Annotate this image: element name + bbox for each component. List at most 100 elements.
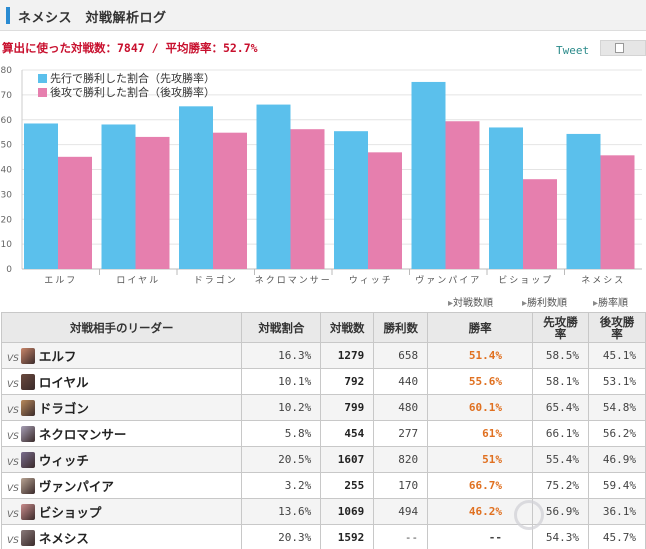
winrate-cell: -- bbox=[427, 524, 534, 549]
winrate-cell: 51.4% bbox=[427, 342, 534, 369]
table-row: VS エルフ 16.3% 1279 658 51.4% 58.5% 45.1% bbox=[0, 342, 646, 369]
sort-by-wins-link[interactable]: ▸勝利数順 bbox=[522, 298, 568, 309]
header-first-winrate: 先攻勝率 bbox=[532, 312, 589, 343]
vs-label: VS bbox=[7, 484, 19, 494]
y-tick-label: 40 bbox=[1, 166, 13, 176]
battles-cell: 1592 bbox=[320, 524, 375, 549]
ratio-cell: 13.6% bbox=[241, 498, 322, 525]
sort-by-battles-link[interactable]: ▸対戦数順 bbox=[448, 298, 494, 309]
leader-cell: VS ウィッチ bbox=[0, 446, 243, 473]
x-tick-label: ネクロマンサー bbox=[255, 275, 332, 286]
battles-cell: 1279 bbox=[320, 342, 375, 369]
first-winrate-cell: 75.2% bbox=[532, 472, 589, 499]
y-tick-label: 50 bbox=[1, 141, 13, 151]
leader-avatar-icon bbox=[20, 348, 35, 364]
first-winrate-cell: 54.3% bbox=[532, 524, 589, 549]
leader-avatar-icon bbox=[20, 426, 35, 442]
wins-cell: 480 bbox=[373, 394, 429, 421]
leader-avatar-icon bbox=[20, 452, 35, 468]
header-ratio: 対戦割合 bbox=[241, 312, 322, 343]
winrate-cell: 55.6% bbox=[427, 368, 534, 395]
header-battles: 対戦数 bbox=[320, 312, 375, 343]
sort-by-winrate-link[interactable]: ▸勝率順 bbox=[593, 298, 629, 309]
x-tick-label: エルフ bbox=[44, 276, 77, 286]
bar-second bbox=[135, 136, 170, 269]
second-winrate-cell: 54.8% bbox=[588, 394, 646, 421]
battles-cell: 255 bbox=[320, 472, 375, 499]
vs-label: VS bbox=[7, 380, 19, 390]
leader-name: ビショップ bbox=[38, 505, 102, 520]
bar-second bbox=[600, 155, 635, 269]
bar-first bbox=[256, 104, 291, 269]
bar-first bbox=[566, 133, 601, 269]
page-title: ネメシス 対戦解析ログ bbox=[18, 11, 167, 26]
wins-cell: 440 bbox=[373, 368, 429, 395]
leader-cell: VS エルフ bbox=[0, 342, 243, 369]
bar-second bbox=[445, 121, 480, 270]
legend-label: 先行で勝利した割合（先攻勝率） bbox=[50, 71, 215, 85]
summary-text: 算出に使った対戦数：7847 / 平均勝率：52.7% bbox=[2, 41, 258, 55]
legend-label: 後攻で勝利した割合（後攻勝率） bbox=[50, 85, 215, 99]
leader-name: ウィッチ bbox=[38, 453, 89, 468]
bar-second bbox=[368, 152, 402, 269]
bar-first bbox=[334, 131, 368, 269]
winrate-cell: 66.7% bbox=[427, 472, 534, 499]
x-tick-label: ウィッチ bbox=[349, 275, 393, 286]
wins-cell: 170 bbox=[373, 472, 429, 499]
y-tick-label: 0 bbox=[6, 265, 12, 275]
page-header: ネメシス 対戦解析ログ bbox=[0, 0, 646, 31]
bar-second bbox=[213, 132, 247, 269]
header-wins: 勝利数 bbox=[373, 312, 429, 343]
leader-name: エルフ bbox=[38, 349, 77, 364]
leader-cell: VS ヴァンパイア bbox=[0, 472, 243, 499]
second-winrate-cell: 56.2% bbox=[588, 420, 646, 447]
tweet-link[interactable]: Tweet bbox=[556, 44, 590, 57]
wins-cell: 277 bbox=[373, 420, 429, 447]
table-row: VS ウィッチ 20.5% 1607 820 51% 55.4% 46.9% bbox=[0, 446, 646, 473]
y-tick-label: 80 bbox=[1, 66, 13, 76]
bar-second bbox=[523, 179, 557, 269]
bar-second bbox=[290, 129, 325, 269]
winrate-bar-chart: 0 10 20 30 40 50 60 70 80 エルフ ロイヤル ドラゴン ネクロマンサー ウィッチ ヴ… bbox=[1, 66, 642, 286]
table-row: VS ネクロマンサー 5.8% 454 277 61% 66.1% 56.2% bbox=[0, 420, 646, 447]
table-row: VS ドラゴン 10.2% 799 480 60.1% 65.4% 54.8% bbox=[0, 394, 646, 421]
first-winrate-cell: 66.1% bbox=[532, 420, 589, 447]
x-tick-label: ビショップ bbox=[498, 275, 553, 286]
leader-cell: VS ロイヤル bbox=[0, 368, 243, 395]
second-winrate-cell: 46.9% bbox=[588, 446, 646, 473]
first-winrate-cell: 65.4% bbox=[532, 394, 589, 421]
vs-label: VS bbox=[7, 510, 19, 520]
y-tick-label: 10 bbox=[1, 240, 13, 250]
ratio-cell: 20.5% bbox=[241, 446, 322, 473]
document-icon bbox=[615, 43, 624, 53]
wins-cell: 820 bbox=[373, 446, 429, 473]
leader-avatar-icon bbox=[20, 504, 35, 520]
bar-second bbox=[58, 156, 92, 269]
triangle-right-icon: ▸ bbox=[448, 298, 454, 309]
leader-cell: VS ネメシス bbox=[0, 524, 243, 549]
wins-cell: 658 bbox=[373, 342, 429, 369]
y-tick-label: 60 bbox=[1, 116, 13, 126]
second-winrate-cell: 59.4% bbox=[588, 472, 646, 499]
ratio-cell: 10.1% bbox=[241, 368, 322, 395]
leader-avatar-icon bbox=[20, 400, 35, 416]
winrate-cell: 51% bbox=[427, 446, 534, 473]
leader-avatar-icon bbox=[20, 530, 35, 546]
x-tick-label: ネメシス bbox=[581, 275, 625, 286]
first-winrate-cell: 56.9% bbox=[532, 498, 589, 525]
vs-label: VS bbox=[7, 536, 19, 546]
bar-first bbox=[179, 106, 213, 269]
table-row: VS ビショップ 13.6% 1069 494 46.2% 56.9% 36.1% bbox=[0, 498, 646, 525]
y-tick-label: 70 bbox=[1, 91, 13, 101]
battles-cell: 792 bbox=[320, 368, 375, 395]
share-button[interactable] bbox=[600, 40, 646, 56]
first-winrate-cell: 58.1% bbox=[532, 368, 589, 395]
leader-name: ヴァンパイア bbox=[38, 479, 114, 494]
y-tick-label: 30 bbox=[1, 190, 13, 200]
vs-label: VS bbox=[7, 406, 19, 416]
table-row: VS ヴァンパイア 3.2% 255 170 66.7% 75.2% 59.4% bbox=[0, 472, 646, 499]
second-winrate-cell: 36.1% bbox=[588, 498, 646, 525]
header-second-winrate: 後攻勝率 bbox=[588, 312, 646, 343]
wins-cell: 494 bbox=[373, 498, 429, 525]
table-row: VS ロイヤル 10.1% 792 440 55.6% 58.1% 53.1% bbox=[0, 368, 646, 395]
